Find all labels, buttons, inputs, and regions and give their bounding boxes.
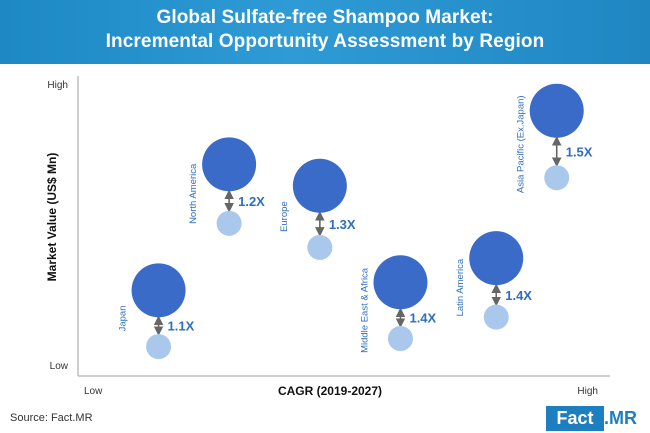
region-group: 1.1X Japan	[118, 263, 195, 360]
current-value-bubble	[307, 234, 333, 260]
region-label: Europe	[279, 201, 290, 232]
multiplier-label: 1.3X	[329, 217, 356, 232]
multiplier-label: 1.2X	[238, 194, 265, 209]
region-label: North America	[188, 163, 199, 224]
title-line-1: Global Sulfate-free Shampoo Market:	[156, 7, 494, 28]
region-group: 1.5X Asia Pacific (Ex.Japan)	[516, 83, 593, 193]
title-banner: Global Sulfate-free Shampoo Market: Incr…	[0, 0, 650, 64]
multiplier-label: 1.1X	[168, 319, 195, 334]
y-tick-high: High	[47, 80, 68, 91]
region-group: 1.4X Middle East & Africa	[359, 255, 437, 353]
logo-mr-text: .MR	[604, 408, 637, 428]
multiplier-label: 1.5X	[566, 145, 593, 160]
factmr-logo: Fact .MR	[546, 406, 642, 431]
chart-title: Global Sulfate-free Shampoo Market: Incr…	[0, 6, 650, 54]
future-value-bubble	[292, 158, 347, 213]
region-label: Japan	[118, 306, 129, 332]
title-line-2: Incremental Opportunity Assessment by Re…	[105, 31, 545, 52]
y-axis-title: Market Value (US$ Mn)	[45, 153, 59, 282]
current-value-bubble	[483, 304, 509, 330]
current-value-bubble	[146, 334, 172, 360]
bubble-chart: High Low Low High CAGR (2019-2027) Market Val…	[45, 76, 610, 398]
current-value-bubble	[544, 165, 570, 191]
logo-fact-text: Fact	[546, 406, 604, 431]
x-tick-high: High	[577, 386, 598, 397]
multiplier-label: 1.4X	[505, 288, 532, 303]
current-value-bubble	[387, 326, 413, 352]
region-label: Middle East & Africa	[359, 267, 370, 353]
x-tick-low: Low	[84, 386, 103, 397]
region-group: 1.3X Europe	[279, 158, 356, 260]
chart-area: High Low Low High CAGR (2019-2027) Market Val…	[0, 64, 650, 404]
multiplier-label: 1.4X	[409, 311, 436, 326]
x-axis-title: CAGR (2019-2027)	[278, 384, 382, 398]
y-tick-low: Low	[50, 361, 69, 372]
region-group: 1.4X Latin America	[455, 231, 532, 330]
future-value-bubble	[469, 231, 524, 286]
current-value-bubble	[216, 210, 242, 236]
future-value-bubble	[131, 263, 186, 318]
source-note: Source: Fact.MR	[10, 412, 93, 424]
region-label: Asia Pacific (Ex.Japan)	[516, 95, 527, 193]
future-value-bubble	[373, 255, 428, 310]
future-value-bubble	[202, 137, 257, 192]
region-label: Latin America	[455, 258, 466, 316]
future-value-bubble	[529, 83, 584, 138]
region-group: 1.2X North America	[188, 137, 265, 236]
footer: Source: Fact.MR Fact .MR	[0, 404, 650, 433]
